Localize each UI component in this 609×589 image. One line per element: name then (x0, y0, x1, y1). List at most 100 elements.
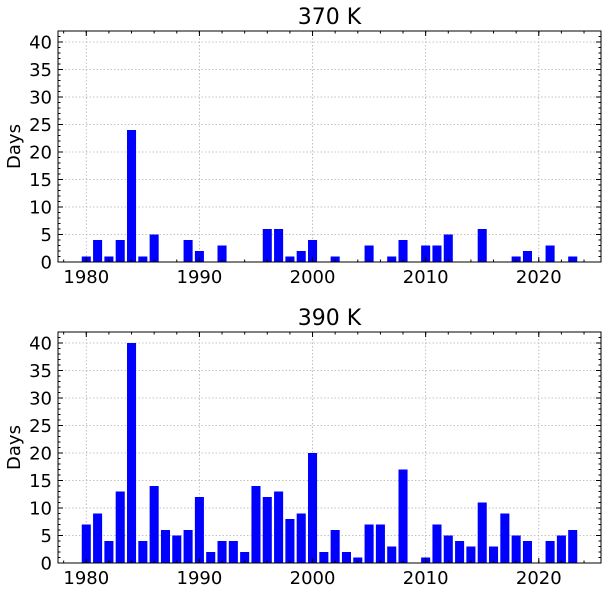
y-tick-label: 5 (41, 526, 52, 547)
y-tick-label: 20 (29, 143, 52, 164)
bar (262, 497, 272, 563)
y-axis-label: Days (4, 425, 25, 470)
y-tick-label: 35 (29, 60, 52, 81)
bar (206, 552, 216, 563)
bar (308, 240, 318, 262)
bar (330, 530, 340, 563)
bar (522, 541, 532, 563)
bar (432, 524, 442, 563)
x-tick-label: 1990 (177, 568, 223, 589)
bar (104, 256, 114, 262)
bar (443, 234, 453, 262)
y-tick-label: 40 (29, 334, 52, 355)
bar (138, 541, 148, 563)
bar (511, 535, 521, 563)
bar (172, 535, 182, 563)
bar (127, 130, 137, 262)
x-tick-label: 1980 (63, 568, 109, 589)
bar (432, 245, 442, 262)
x-tick-label: 2020 (516, 267, 562, 288)
bar (251, 486, 261, 563)
y-tick-label: 15 (29, 170, 52, 191)
bar (455, 541, 465, 563)
bar (398, 469, 408, 563)
bar (274, 491, 284, 563)
bar (319, 552, 329, 563)
bar (149, 486, 159, 563)
bar (364, 524, 374, 563)
bar (568, 256, 578, 262)
bar (387, 256, 397, 262)
bar (296, 251, 306, 262)
bar (81, 524, 91, 563)
bar (398, 240, 408, 262)
x-tick-label: 1990 (177, 267, 223, 288)
y-tick-label: 5 (41, 225, 52, 246)
bar (149, 234, 159, 262)
bar (477, 229, 487, 262)
bar (375, 524, 385, 563)
bar (466, 546, 476, 563)
plot-frame (57, 331, 602, 564)
y-tick-label: 40 (29, 33, 52, 54)
bar (353, 557, 363, 563)
bar (183, 530, 193, 563)
y-tick-label: 10 (29, 499, 52, 520)
bar (522, 251, 532, 262)
bar (511, 256, 521, 262)
bar (387, 546, 397, 563)
bar (160, 530, 170, 563)
bar (285, 256, 295, 262)
bar (556, 535, 566, 563)
bar (443, 535, 453, 563)
bar (545, 245, 555, 262)
chart-title: 370 K (298, 5, 362, 30)
bar (183, 240, 193, 262)
y-tick-label: 25 (29, 416, 52, 437)
bar (93, 513, 103, 563)
bar (341, 552, 351, 563)
bar (330, 256, 340, 262)
bar (115, 240, 125, 262)
bar (217, 245, 227, 262)
bar (104, 541, 114, 563)
bar (296, 513, 306, 563)
x-tick-label: 2010 (403, 267, 449, 288)
y-tick-label: 30 (29, 389, 52, 410)
bar (568, 530, 578, 563)
bar (489, 546, 499, 563)
y-tick-label: 15 (29, 471, 52, 492)
x-tick-label: 2010 (403, 568, 449, 589)
bar (217, 541, 227, 563)
bar (308, 453, 318, 563)
bar (500, 513, 510, 563)
bar (477, 502, 487, 563)
panel-370k: 0 5 10 15 20 25 30 35 40 1980 1990 2000 2010 2020 370 … (4, 5, 602, 288)
bar (93, 240, 103, 262)
y-tick-label: 0 (41, 253, 52, 274)
y-tick-label: 35 (29, 361, 52, 382)
x-tick-label: 2000 (290, 267, 336, 288)
bar (115, 491, 125, 563)
panel-390k: 0 5 10 15 20 25 30 35 40 1980 1990 2000 2010 2020 390 … (4, 306, 602, 589)
chart-title: 390 K (298, 306, 362, 331)
bar (285, 519, 295, 563)
x-tick-label: 2000 (290, 568, 336, 589)
y-tick-label: 0 (41, 554, 52, 575)
bar (274, 229, 284, 262)
bar (240, 552, 250, 563)
bar (364, 245, 374, 262)
bar (228, 541, 238, 563)
bar (421, 245, 431, 262)
x-tick-label: 2020 (516, 568, 562, 589)
bar (194, 497, 204, 563)
y-tick-label: 10 (29, 198, 52, 219)
y-tick-label: 20 (29, 444, 52, 465)
bar (545, 541, 555, 563)
bar (194, 251, 204, 262)
plot-frame (57, 30, 602, 263)
x-tick-label: 1980 (63, 267, 109, 288)
y-tick-label: 25 (29, 115, 52, 136)
bar (127, 343, 137, 563)
